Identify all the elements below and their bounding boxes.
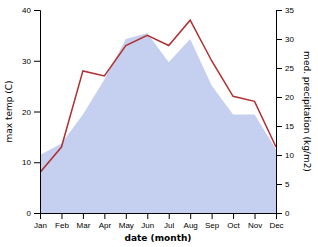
tick-mark xyxy=(83,213,84,219)
tick-mark xyxy=(276,10,282,11)
tick: 35 xyxy=(276,6,294,15)
tick: Nov xyxy=(248,213,262,230)
tick-label: Mar xyxy=(77,221,91,230)
tick: 5 xyxy=(276,180,290,189)
tick-label: 15 xyxy=(285,122,294,131)
tick-mark xyxy=(126,213,127,219)
y-axis: 0 10 20 30 40 xyxy=(22,6,40,218)
tick: 25 xyxy=(276,64,294,73)
tick: 0 xyxy=(276,209,290,218)
tick-label: 10 xyxy=(285,151,294,160)
tick: Jul xyxy=(164,213,174,230)
tick: 10 xyxy=(22,158,40,167)
tick-mark xyxy=(34,61,40,62)
tick-mark xyxy=(276,68,282,69)
tick-label: 5 xyxy=(285,180,290,189)
tick-mark xyxy=(276,39,282,40)
tick: 20 xyxy=(22,108,40,117)
tick-mark xyxy=(34,10,40,11)
tick-label: Apr xyxy=(99,221,112,230)
tick-label: 20 xyxy=(22,108,31,117)
tick-mark xyxy=(276,97,282,98)
tick-label: 40 xyxy=(22,6,31,15)
y2-axis: 0 5 10 15 20 25 30 35 xyxy=(276,6,294,218)
tick-label: Nov xyxy=(248,221,262,230)
axis-line xyxy=(41,214,277,220)
tick-label: Oct xyxy=(227,221,240,230)
tick-mark xyxy=(34,112,40,113)
axis-line xyxy=(34,11,41,214)
tick-label: 30 xyxy=(285,35,294,44)
tick: Aug xyxy=(184,213,198,230)
tick-label: Jun xyxy=(141,221,154,230)
tick-mark xyxy=(169,213,170,219)
x-axis: Jan Feb Mar Apr May Jun Jul Aug Sep Oct Nov Dec xyxy=(34,213,284,230)
chart: JanFebMarAprMayJunJulAugSepOctNovDec0102… xyxy=(0,0,318,247)
tick-mark xyxy=(276,213,282,214)
tick-label: 10 xyxy=(22,158,31,167)
x-axis-title: date (month) xyxy=(125,233,192,243)
tick-mark xyxy=(255,213,256,219)
tick: Oct xyxy=(227,213,240,230)
tick-label: 0 xyxy=(285,209,290,218)
tick-label: 30 xyxy=(22,57,31,66)
tick: 15 xyxy=(276,122,294,131)
tick-label: 35 xyxy=(285,6,294,15)
tick-mark xyxy=(190,213,191,219)
tick-label: Sep xyxy=(205,221,220,230)
tick-mark xyxy=(212,213,213,219)
marks xyxy=(40,20,276,213)
y-axis-title: max temp (C) xyxy=(4,80,14,142)
tick-mark xyxy=(34,162,40,163)
tick: 0 xyxy=(27,209,40,218)
tick: 30 xyxy=(276,35,294,44)
tick: Dec xyxy=(269,213,283,230)
tick: May xyxy=(119,213,134,230)
tick-label: Jul xyxy=(164,221,174,230)
tick-label: 25 xyxy=(285,64,294,73)
tick-mark xyxy=(276,126,282,127)
temperature-line xyxy=(40,20,276,172)
tick-mark xyxy=(276,184,282,185)
tick-label: May xyxy=(119,221,134,230)
y2-axis-title: med. precipitation (kg/m2) xyxy=(302,51,312,172)
tick-label: Aug xyxy=(184,221,198,230)
tick: 20 xyxy=(276,93,294,102)
tick-mark xyxy=(276,155,282,156)
tick: 10 xyxy=(276,151,294,160)
precipitation-area xyxy=(40,33,276,213)
tick-label: Jan xyxy=(34,221,47,230)
plot: JanFebMarAprMayJunJulAugSepOctNovDec0102… xyxy=(4,6,312,243)
tick-label: Dec xyxy=(269,221,283,230)
axis-line xyxy=(277,11,283,214)
tick-mark xyxy=(34,213,40,214)
tick: Jan xyxy=(34,213,47,230)
tick: Mar xyxy=(77,213,91,230)
tick: Jun xyxy=(141,213,154,230)
tick-mark xyxy=(61,213,62,219)
tick: Apr xyxy=(99,213,112,230)
tick: Sep xyxy=(205,213,220,230)
tick-mark xyxy=(233,213,234,219)
tick-label: 0 xyxy=(27,209,32,218)
tick-mark xyxy=(147,213,148,219)
tick: Feb xyxy=(55,213,69,230)
tick: 30 xyxy=(22,57,40,66)
tick-mark xyxy=(104,213,105,219)
tick-label: 20 xyxy=(285,93,294,102)
tick-label: Feb xyxy=(55,221,69,230)
tick: 40 xyxy=(22,6,40,15)
